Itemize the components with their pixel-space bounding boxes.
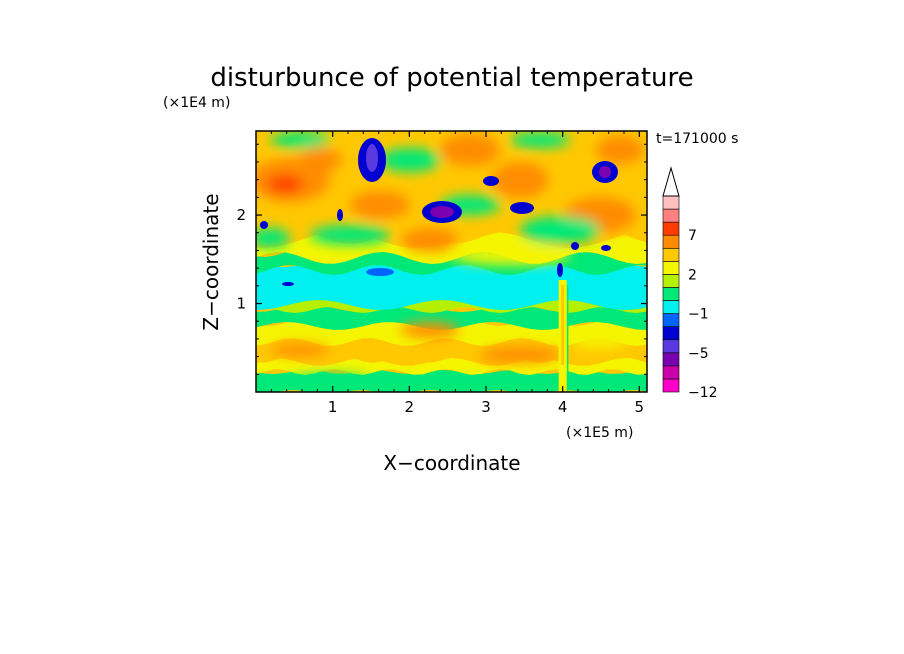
colorbar-label: 7 — [688, 228, 697, 244]
colorbar-swatch — [662, 221, 680, 236]
x-tick-label: 3 — [481, 398, 491, 416]
field-cold-cell — [337, 209, 343, 221]
y-axis-label: Z−coordinate — [199, 193, 223, 330]
field-blob — [510, 132, 570, 148]
x-axis-label: X−coordinate — [383, 451, 520, 475]
field-cold-cell — [260, 221, 268, 229]
temperature-field — [256, 131, 647, 392]
colorbar-swatch — [662, 326, 680, 341]
field-blob — [440, 134, 500, 166]
colorbar-swatch — [662, 274, 680, 288]
colorbar-label: 2 — [688, 267, 697, 283]
x-axis: 1 2 3 4 5 — [270, 131, 645, 416]
field-blob — [256, 228, 290, 248]
field-band — [256, 304, 647, 330]
field-cold-cell — [430, 206, 454, 218]
colorbar-swatch — [662, 352, 680, 367]
field-blob — [270, 344, 330, 356]
field-cold-cell — [571, 242, 579, 250]
field-plume-core — [561, 285, 565, 365]
colorbar-label: −1 — [688, 307, 709, 323]
colorbar: 7 2 −1 −5 −12 — [662, 166, 718, 401]
field-blob — [350, 191, 410, 219]
field-blob — [492, 162, 548, 198]
colorbar-swatch — [662, 247, 680, 262]
field-cold-cell — [510, 202, 534, 214]
colorbar-swatch — [662, 378, 680, 393]
field-blob — [596, 136, 644, 164]
x-tick-label: 4 — [558, 398, 568, 416]
chart-title: disturbunce of potential temperature — [210, 63, 693, 93]
field-blob — [267, 175, 303, 193]
y-axis: 12 — [236, 143, 647, 375]
field-cold-cell — [282, 282, 294, 286]
field-cold-cell — [599, 166, 611, 178]
field-blob — [480, 347, 560, 363]
colorbar-label: −12 — [688, 385, 718, 401]
field-blob — [298, 148, 342, 172]
colorbar-label: −5 — [688, 346, 709, 362]
plot-frame — [255, 130, 648, 393]
field-blob — [270, 132, 330, 148]
y-tick-label: 1 — [236, 295, 246, 313]
y-tick-label: 2 — [236, 206, 246, 224]
colorbar-swatch — [662, 234, 680, 249]
field-blob — [520, 216, 600, 244]
colorbar-swatch — [662, 208, 680, 223]
field-blobs — [256, 132, 644, 386]
field-cold-cell — [557, 263, 563, 277]
plot-area — [255, 130, 648, 393]
field-blob — [570, 332, 630, 348]
field-blob — [400, 322, 460, 338]
field-cold-cell — [483, 176, 499, 186]
colorbar-swatch — [662, 195, 680, 210]
x-unit-label: (×1E5 m) — [566, 425, 633, 441]
y-unit-label: (×1E4 m) — [163, 95, 230, 111]
colorbar-swatch — [662, 300, 680, 314]
colorbar-swatch — [662, 339, 680, 354]
field-blob — [290, 374, 370, 386]
field-blob — [402, 228, 458, 252]
field-blob — [380, 148, 440, 172]
field-cold-cell — [366, 144, 378, 172]
field-blob — [450, 245, 570, 265]
x-tick-label: 2 — [405, 398, 415, 416]
time-label: t=171000 s — [656, 131, 738, 147]
colorbar-swatch — [662, 313, 680, 327]
field-cold-cell — [601, 245, 611, 251]
colorbar-swatch — [662, 365, 680, 380]
x-tick-label: 1 — [328, 398, 338, 416]
colorbar-swatch — [662, 287, 680, 301]
field-band — [256, 357, 647, 375]
field-cold-cell — [366, 268, 394, 276]
colorbar-extend-arrow — [662, 166, 680, 197]
colorbar-swatch — [662, 261, 680, 275]
x-tick-label: 5 — [635, 398, 645, 416]
field-blob — [310, 225, 390, 245]
